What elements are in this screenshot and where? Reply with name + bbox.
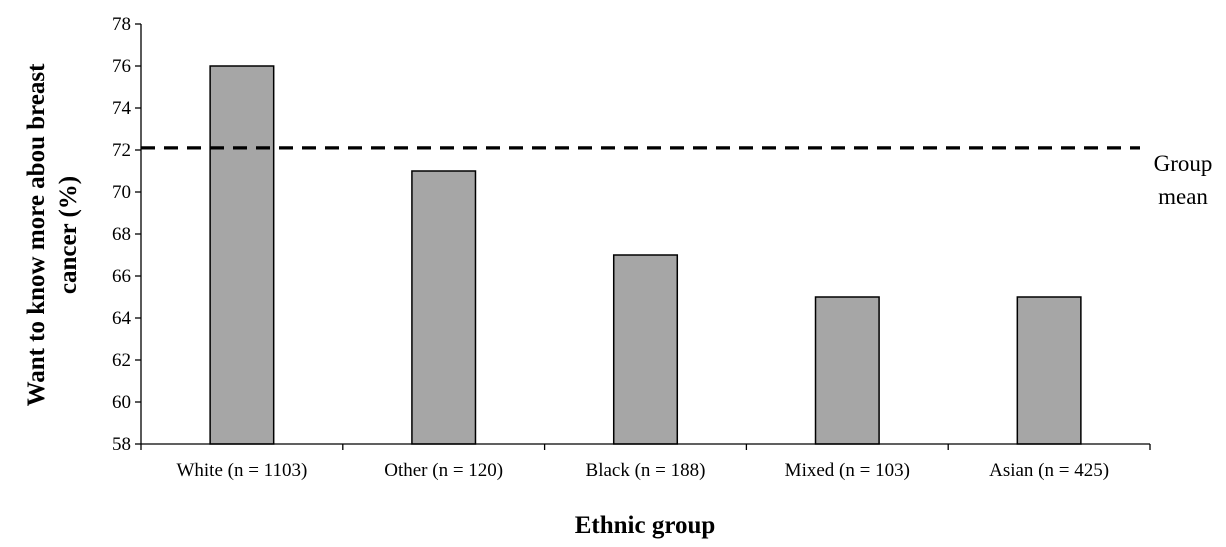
- y-axis-title-line-1: Want to know more abou breast: [23, 63, 50, 407]
- y-tick-label: 74: [112, 98, 132, 119]
- y-tick-label: 70: [112, 182, 131, 203]
- x-axis-title: Ethnic group: [575, 512, 716, 539]
- x-tick-label: Mixed (n = 103): [785, 460, 910, 481]
- y-axis-ticks: 58 60 62 64 66 68 70 72 74 76 78: [112, 14, 142, 455]
- bar: [209, 65, 275, 445]
- y-tick-label: 76: [112, 56, 131, 77]
- x-tick-label: Black (n = 188): [586, 460, 706, 481]
- y-axis-title-line-2: cancer (%): [55, 176, 82, 294]
- x-tick-label: Other (n = 120): [384, 460, 503, 481]
- y-tick-label: 60: [112, 392, 131, 413]
- x-tick-label: White (n = 1103): [176, 460, 307, 481]
- y-tick-label: 64: [112, 308, 132, 329]
- bars: [209, 65, 1082, 445]
- group-mean-label: Group mean: [1154, 151, 1213, 209]
- bar: [814, 296, 880, 445]
- x-tick-label: Asian (n = 425): [989, 460, 1109, 481]
- y-tick-label: 72: [112, 140, 131, 161]
- x-axis: White (n = 1103) Other (n = 120) Black (n …: [140, 443, 1151, 481]
- y-axis-title: Want to know more abou breast cancer (%): [23, 63, 82, 407]
- y-tick-label: 78: [112, 14, 131, 35]
- y-tick-label: 68: [112, 224, 131, 245]
- bar: [411, 170, 477, 445]
- y-tick-label: 66: [112, 266, 131, 287]
- y-tick-label: 62: [112, 350, 131, 371]
- bar: [612, 254, 679, 445]
- y-tick-label: 58: [112, 434, 131, 455]
- bar: [1016, 296, 1082, 445]
- group-mean-label-line-2: mean: [1158, 184, 1208, 209]
- group-mean-label-line-1: Group: [1154, 151, 1213, 176]
